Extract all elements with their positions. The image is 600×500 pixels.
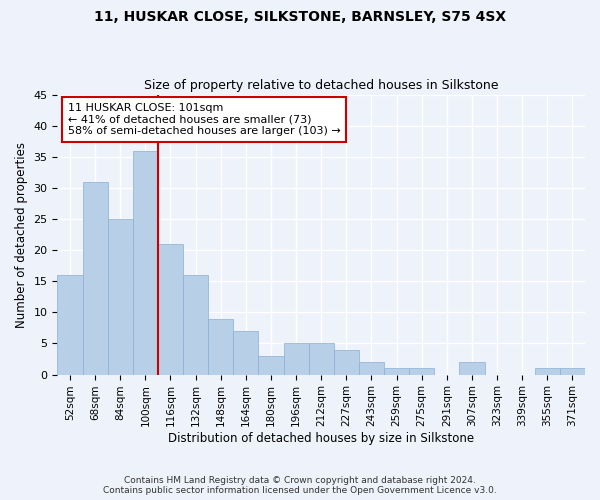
Bar bbox=[334, 350, 359, 374]
Text: Contains HM Land Registry data © Crown copyright and database right 2024.
Contai: Contains HM Land Registry data © Crown c… bbox=[103, 476, 497, 495]
Bar bbox=[359, 362, 384, 374]
Bar bbox=[233, 331, 259, 374]
Bar bbox=[384, 368, 409, 374]
Title: Size of property relative to detached houses in Silkstone: Size of property relative to detached ho… bbox=[144, 79, 499, 92]
Bar bbox=[460, 362, 485, 374]
Bar bbox=[409, 368, 434, 374]
Bar bbox=[183, 275, 208, 374]
Bar bbox=[107, 219, 133, 374]
Bar bbox=[284, 344, 308, 374]
Bar bbox=[535, 368, 560, 374]
Text: 11, HUSKAR CLOSE, SILKSTONE, BARNSLEY, S75 4SX: 11, HUSKAR CLOSE, SILKSTONE, BARNSLEY, S… bbox=[94, 10, 506, 24]
Bar bbox=[58, 275, 83, 374]
Text: 11 HUSKAR CLOSE: 101sqm
← 41% of detached houses are smaller (73)
58% of semi-de: 11 HUSKAR CLOSE: 101sqm ← 41% of detache… bbox=[68, 103, 341, 136]
Bar bbox=[158, 244, 183, 374]
Bar bbox=[208, 318, 233, 374]
Bar bbox=[133, 150, 158, 374]
Bar bbox=[560, 368, 585, 374]
Bar bbox=[83, 182, 107, 374]
Bar bbox=[308, 344, 334, 374]
Y-axis label: Number of detached properties: Number of detached properties bbox=[15, 142, 28, 328]
X-axis label: Distribution of detached houses by size in Silkstone: Distribution of detached houses by size … bbox=[168, 432, 474, 445]
Bar bbox=[259, 356, 284, 374]
